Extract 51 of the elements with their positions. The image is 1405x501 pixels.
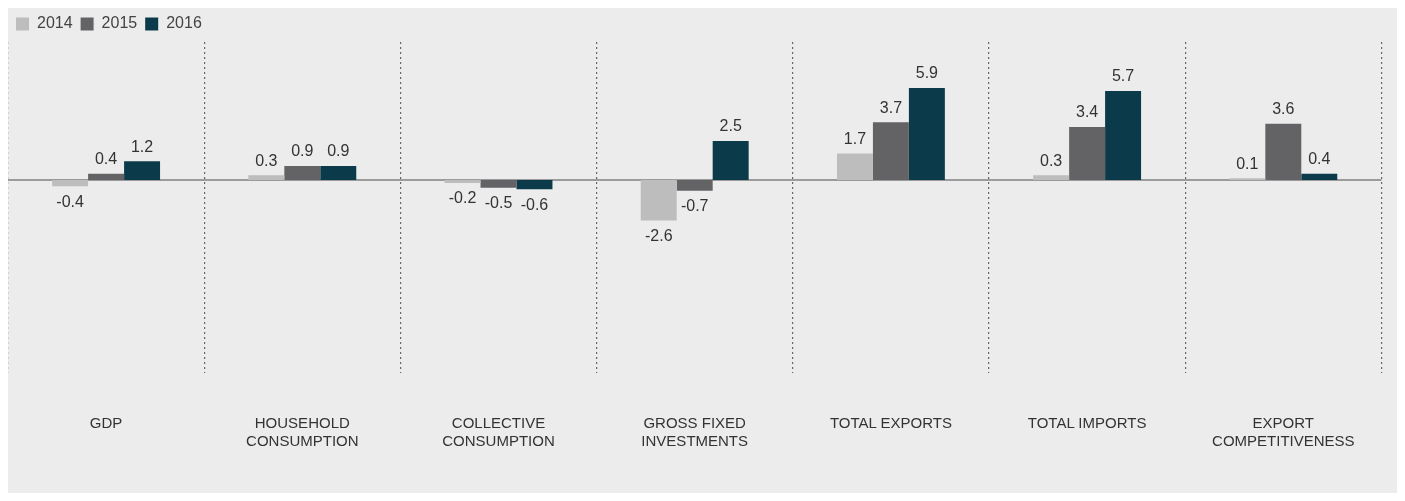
data-label: 2.5 <box>719 117 742 135</box>
bar <box>1105 91 1142 180</box>
data-label: 0.3 <box>1040 151 1063 169</box>
bar <box>836 153 873 180</box>
bar <box>480 179 517 188</box>
data-label: 0.4 <box>1308 150 1331 168</box>
x-tick-label: TOTAL IMPORTS <box>1027 414 1147 432</box>
data-label: 3.6 <box>1272 100 1295 118</box>
x-tick-label: COLLECTIVE CONSUMPTION <box>442 414 555 450</box>
data-label: -0.7 <box>680 197 709 215</box>
x-tick-label: HOUSEHOLD CONSUMPTION <box>246 414 359 450</box>
data-label: 1.2 <box>130 137 154 155</box>
data-label: -0.4 <box>56 192 85 210</box>
data-label: 0.1 <box>1236 154 1259 172</box>
x-tick-label: TOTAL EXPORTS <box>829 414 952 432</box>
bar <box>1033 175 1070 180</box>
data-label: 3.4 <box>1075 103 1099 121</box>
data-label: 0.4 <box>94 150 118 168</box>
data-label: -0.2 <box>448 189 477 207</box>
data-label: 1.7 <box>843 129 867 147</box>
bar <box>908 87 945 180</box>
bar <box>52 179 89 187</box>
data-label: 0.9 <box>327 142 350 160</box>
bar <box>640 179 677 221</box>
x-tick-label: GDP <box>89 414 123 432</box>
bar <box>516 179 553 190</box>
bar <box>1301 173 1338 180</box>
bar <box>444 179 481 184</box>
data-label: -0.5 <box>484 194 513 212</box>
data-label: -0.6 <box>520 195 549 213</box>
bar <box>320 165 357 180</box>
data-label: 5.7 <box>1111 67 1135 85</box>
bar <box>88 173 125 180</box>
bar <box>124 161 161 180</box>
bar <box>1265 123 1302 180</box>
bar <box>284 165 321 180</box>
data-label: -2.6 <box>644 226 673 244</box>
x-tick-label: EXPORT COMPETITIVENESS <box>1212 414 1355 450</box>
x-tick-label: GROSS FIXED INVESTMENTS <box>641 414 749 450</box>
bar <box>1069 126 1106 180</box>
data-label: 5.9 <box>915 64 939 82</box>
data-label: 0.3 <box>255 151 278 169</box>
bar <box>712 140 749 180</box>
legend-label: 2016 <box>166 14 202 32</box>
legend-label: 2015 <box>101 14 138 32</box>
bar <box>248 175 285 180</box>
data-label: 3.7 <box>879 98 903 116</box>
bar <box>676 179 713 191</box>
data-label: 0.9 <box>291 142 314 160</box>
bar <box>872 122 909 180</box>
legend-label: 2014 <box>37 14 73 32</box>
